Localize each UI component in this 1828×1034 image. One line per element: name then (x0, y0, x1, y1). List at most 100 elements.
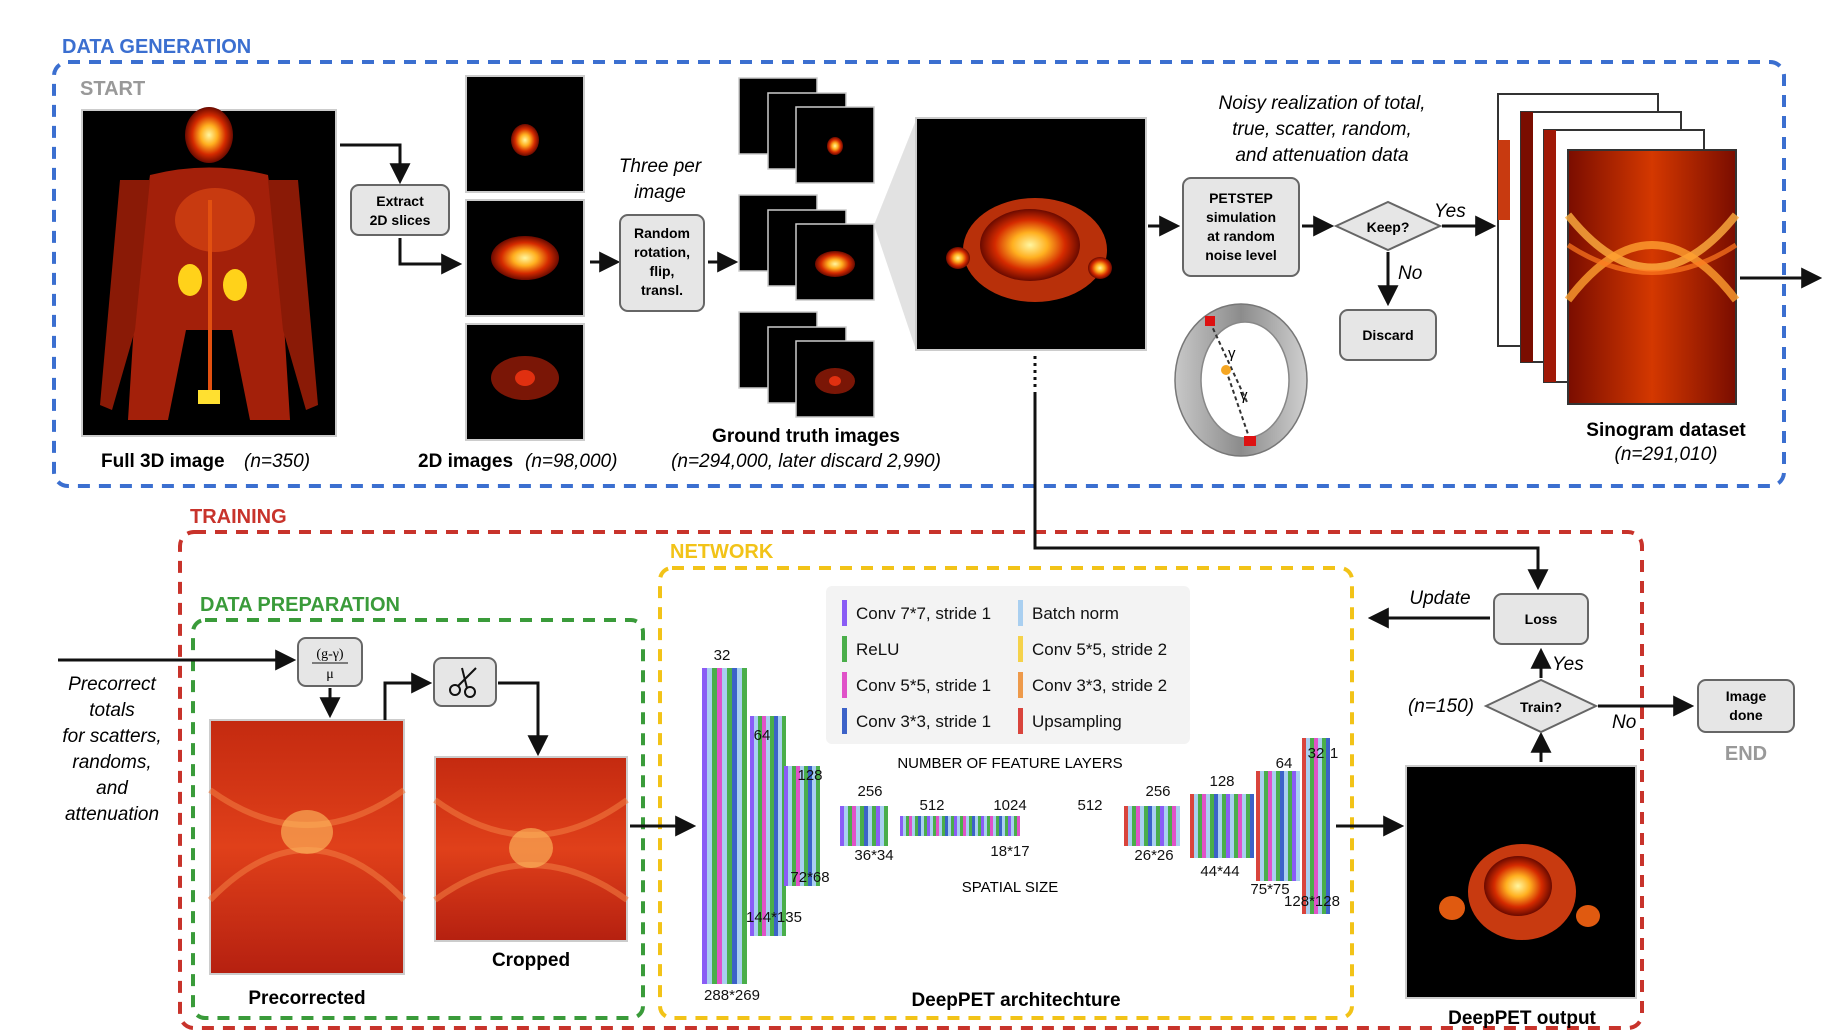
network-layer (969, 816, 972, 836)
network-layer (1190, 794, 1194, 858)
spatial-size-label: 128*128 (1284, 893, 1340, 910)
network-layer (906, 816, 909, 836)
training-title: TRAINING (190, 506, 287, 528)
network-layer (774, 716, 778, 936)
scissors-icon (449, 667, 477, 698)
network-layer (1322, 738, 1326, 914)
data-preparation-section: DATA PREPARATION (191, 594, 645, 1020)
spatial-size-label: 26*26 (1134, 847, 1173, 864)
network-layer (984, 816, 987, 836)
svg-text:μ: μ (326, 667, 334, 682)
ground-truth-label: Ground truth images (712, 426, 900, 447)
svg-text:Extract: Extract (376, 193, 424, 209)
feature-count-label: 512 (1077, 797, 1102, 814)
image-done-box: Image done (1697, 679, 1795, 733)
deeppet-output-label: DeepPET output (1448, 1008, 1596, 1029)
network-layer (1242, 794, 1246, 858)
network-layer (1176, 806, 1180, 846)
network-layer (872, 806, 876, 846)
network-layer (1172, 806, 1176, 846)
network-layer (1156, 806, 1160, 846)
training-section: TRAINING (178, 506, 1644, 1030)
feature-count-label: 1 (1330, 745, 1338, 762)
keep-yes-label: Yes (1434, 201, 1466, 222)
legend-label: Conv 5*5, stride 1 (856, 676, 991, 695)
svg-text:Image: Image (1726, 688, 1767, 704)
precorrect-text: Precorrect totals for scatters, randoms,… (62, 674, 161, 825)
sinogram-label: Sinogram dataset (1586, 420, 1746, 441)
network-layer (770, 716, 774, 936)
network-layer (1302, 738, 1306, 914)
legend-swatch (1018, 672, 1023, 698)
network-layer (1164, 806, 1168, 846)
svg-text:Keep?: Keep? (1367, 219, 1410, 235)
spatial-size-label: 75*75 (1250, 881, 1289, 898)
ground-truth-count: (n=294,000, later discard 2,990) (671, 451, 941, 472)
network-layer (1152, 806, 1156, 846)
network-layer (732, 668, 737, 984)
svg-text:for scatters,: for scatters, (62, 726, 161, 747)
noisy-caption-line2: true, scatter, random, (1232, 119, 1412, 140)
full-3d-image (81, 107, 337, 437)
network-layer (1260, 771, 1264, 881)
svg-text:and: and (96, 778, 129, 799)
network-layer (1310, 738, 1314, 914)
legend-label: Conv 3*3, stride 1 (856, 712, 991, 731)
gamma-label-1: γ (1228, 345, 1236, 362)
network-layer (848, 806, 852, 846)
network-layer (957, 816, 960, 836)
network-layer (804, 766, 808, 886)
scissors-crop-box (433, 657, 497, 707)
ground-truth-stack-3 (738, 311, 875, 418)
network-layer (1128, 806, 1132, 846)
network-layer (712, 668, 717, 984)
feature-count-label: 128 (797, 767, 822, 784)
network-layer (1256, 771, 1260, 881)
network-layer (1168, 806, 1172, 846)
data-generation-title: DATA GENERATION (62, 36, 251, 58)
precorrected-label: Precorrected (248, 988, 365, 1009)
zoom-wedge (874, 120, 916, 350)
network-layer (1288, 771, 1292, 881)
network-layer (960, 816, 963, 836)
feature-count-label: 64 (1276, 755, 1293, 772)
network-layer (963, 816, 966, 836)
network-layer (990, 816, 993, 836)
network-layer (912, 816, 915, 836)
images-2d-count: (n=98,000) (525, 451, 617, 472)
network-layer (766, 716, 770, 936)
network-layer (778, 716, 782, 936)
svg-text:attenuation: attenuation (65, 804, 159, 825)
svg-text:Loss: Loss (1525, 611, 1558, 627)
network-layer (996, 816, 999, 836)
network-layer (1014, 816, 1017, 836)
network-layer (993, 816, 996, 836)
svg-text:2D slices: 2D slices (370, 212, 431, 228)
legend-label: Upsampling (1032, 712, 1122, 731)
svg-text:randoms,: randoms, (72, 752, 151, 773)
svg-text:at random: at random (1207, 228, 1275, 244)
keep-decision: Keep? (1333, 200, 1443, 252)
network-layer (900, 816, 903, 836)
augmentation-box: Random rotation, flip, transl. (619, 214, 705, 312)
network-layer (1017, 816, 1020, 836)
network-layer (1002, 816, 1005, 836)
network-layer (754, 716, 758, 936)
network-layer (1214, 794, 1218, 858)
network-layer (1008, 816, 1011, 836)
network-layer (788, 766, 792, 886)
network-layer (796, 766, 800, 886)
network-layer (844, 806, 848, 846)
network-layer (1272, 771, 1276, 881)
network-layer (1160, 806, 1164, 846)
network-layer (808, 766, 812, 886)
network-layer (812, 766, 816, 886)
extract-slices-box: Extract 2D slices (350, 184, 450, 236)
network-layer (707, 668, 712, 984)
network-layer (758, 716, 762, 936)
network-layer (722, 668, 727, 984)
full-image-count: (n=350) (244, 451, 310, 472)
keep-no-label: No (1398, 263, 1422, 284)
network-layer (948, 816, 951, 836)
